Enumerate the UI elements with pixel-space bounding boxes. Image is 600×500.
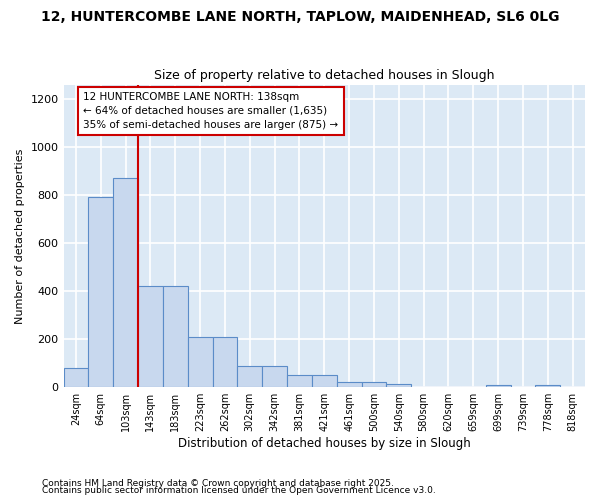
Bar [337,382,362,387]
Bar [113,178,138,387]
Bar [535,385,560,387]
Bar [212,337,238,387]
Text: Contains public sector information licensed under the Open Government Licence v3: Contains public sector information licen… [42,486,436,495]
Text: Contains HM Land Registry data © Crown copyright and database right 2025.: Contains HM Land Registry data © Crown c… [42,478,394,488]
Bar [138,286,163,387]
X-axis label: Distribution of detached houses by size in Slough: Distribution of detached houses by size … [178,437,470,450]
Bar [188,337,212,387]
Y-axis label: Number of detached properties: Number of detached properties [15,148,25,324]
Bar [485,385,511,387]
Bar [312,375,337,387]
Bar [163,286,188,387]
Bar [238,366,262,387]
Title: Size of property relative to detached houses in Slough: Size of property relative to detached ho… [154,69,494,82]
Bar [262,366,287,387]
Bar [287,375,312,387]
Bar [64,368,88,387]
Bar [88,198,113,387]
Bar [362,382,386,387]
Text: 12, HUNTERCOMBE LANE NORTH, TAPLOW, MAIDENHEAD, SL6 0LG: 12, HUNTERCOMBE LANE NORTH, TAPLOW, MAID… [41,10,559,24]
Text: 12 HUNTERCOMBE LANE NORTH: 138sqm
← 64% of detached houses are smaller (1,635)
3: 12 HUNTERCOMBE LANE NORTH: 138sqm ← 64% … [83,92,338,130]
Bar [386,384,411,387]
